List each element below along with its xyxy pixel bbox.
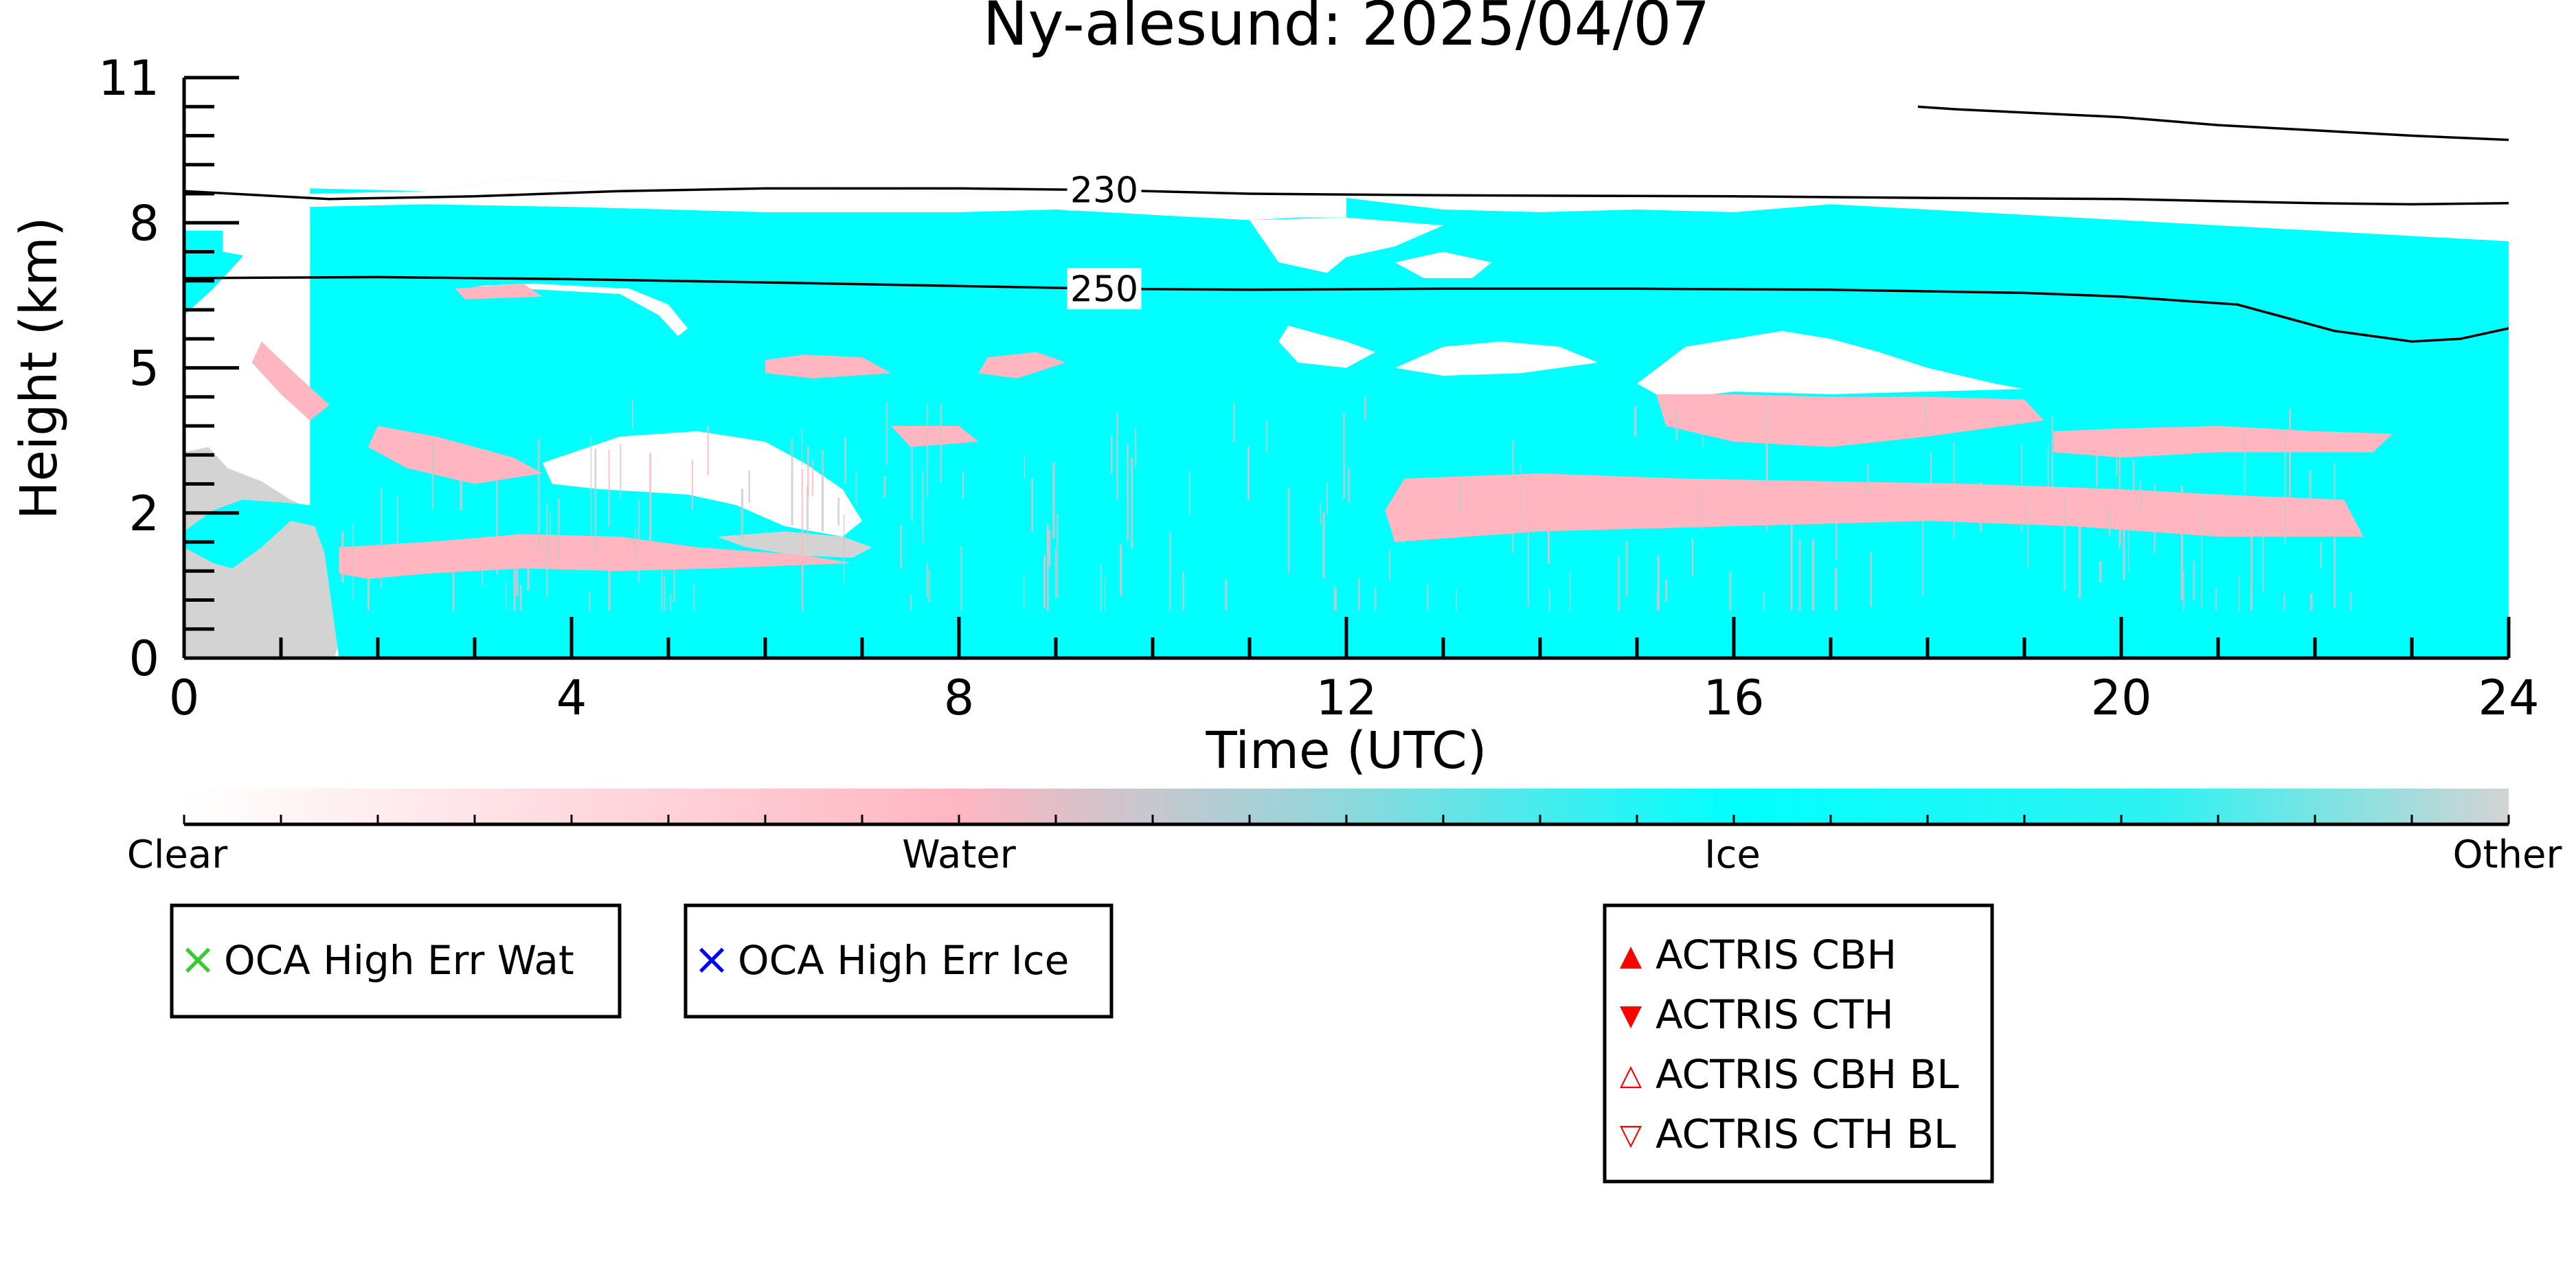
legend-box <box>683 903 1114 1019</box>
colorbar-label-clear: Clear <box>127 833 228 877</box>
cross-marker-icon: × <box>693 934 730 985</box>
y-tick-label: 8 <box>128 195 159 251</box>
cross-marker-icon: × <box>179 934 216 985</box>
legend-box <box>170 903 622 1019</box>
cloud-region-other <box>716 531 872 558</box>
y-tick-label: 0 <box>128 631 159 687</box>
y-tick-label: 2 <box>128 486 159 542</box>
cloud-region-water <box>1656 394 2044 447</box>
contour-line <box>1917 105 2509 142</box>
x-tick-label: 12 <box>1315 670 1377 726</box>
cloud-region-clear <box>1250 217 1443 273</box>
cloud-region-water <box>251 341 330 421</box>
cloud-region-water <box>765 354 892 379</box>
contour-label: 250 <box>1070 269 1138 310</box>
cloud-region-water <box>339 534 852 579</box>
cloud-region-water <box>455 283 543 300</box>
precipitation-streaks <box>341 396 2352 611</box>
plot-area: 230 250 <box>184 105 2509 658</box>
contour-label-bg <box>1067 268 1142 310</box>
y-axis-label: Height (km) <box>10 217 69 520</box>
cloud-region-clear <box>475 283 688 337</box>
triangle-up-outline-icon: △ <box>1620 1058 1642 1092</box>
colorbar: Clear Water Ice Other <box>127 789 2562 877</box>
colorbar-label-other: Other <box>2452 833 2562 877</box>
cloud-region-water <box>978 352 1066 379</box>
x-tick-label: 16 <box>1703 670 1764 726</box>
x-tick-label: 24 <box>2478 670 2539 726</box>
cloud-region-other <box>184 447 339 658</box>
legend-label: ACTRIS CBH <box>1656 931 1897 978</box>
colorbar-label-ice: Ice <box>1704 833 1761 877</box>
contour-label: 230 <box>1070 170 1138 212</box>
legend-label: ACTRIS CBH BL <box>1656 1051 1959 1098</box>
legend-label: OCA High Err Wat <box>224 937 574 984</box>
contour-line <box>184 187 2509 206</box>
legend-label: ACTRIS CTH <box>1656 991 1894 1038</box>
cloud-region-clear <box>1278 326 1376 368</box>
y-tick-label: 11 <box>98 50 159 106</box>
cloud-region-clear <box>1394 341 1598 376</box>
contour-label-bg <box>1067 169 1142 211</box>
x-axis-label: Time (UTC) <box>1205 721 1487 780</box>
triangle-down-outline-icon: ▽ <box>1620 1118 1642 1151</box>
cloud-region-water <box>368 426 543 484</box>
contour-line <box>184 275 2509 343</box>
cloud-region-water <box>2053 426 2393 458</box>
cloud-region-clear <box>1637 330 2024 400</box>
triangle-down-filled-icon: ▼ <box>1620 998 1642 1032</box>
cloud-region-clear <box>542 431 862 537</box>
x-tick-label: 20 <box>2090 670 2151 726</box>
cloud-region-water <box>1385 473 2364 542</box>
colorbar-label-water: Water <box>902 833 1017 877</box>
legend-oca-ice: × OCA High Err Ice <box>683 903 1114 1019</box>
temperature-contours: 230 250 <box>184 105 2509 343</box>
cloud-regions <box>184 178 2509 658</box>
cloud-region-clear <box>2373 223 2509 242</box>
cloud-region-clear <box>223 220 310 265</box>
legend-actris: ▲ ACTRIS CBH ▼ ACTRIS CTH △ ACTRIS CBH B… <box>1603 903 1994 1184</box>
cloud-region-clear <box>1394 251 1492 278</box>
x-tick-label: 4 <box>556 670 587 726</box>
legend-label: ACTRIS CTH BL <box>1656 1111 1956 1157</box>
legend-label: OCA High Err Ice <box>738 937 1069 984</box>
axes: 0 4 8 12 16 20 24 0 2 5 8 11 <box>98 50 2540 726</box>
x-tick-label: 0 <box>169 670 200 726</box>
triangle-up-filled-icon: ▲ <box>1620 938 1642 972</box>
legend-box <box>1603 903 1994 1184</box>
legend-oca-water: × OCA High Err Wat <box>170 903 622 1019</box>
x-tick-label: 8 <box>944 670 975 726</box>
chart-title: Ny-alesund: 2025/04/07 <box>983 0 1710 59</box>
colorbar-ticks <box>183 815 2510 824</box>
y-tick-label: 5 <box>128 341 159 397</box>
